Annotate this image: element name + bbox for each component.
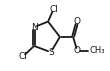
Text: CH₃: CH₃: [89, 46, 105, 55]
Text: O: O: [74, 46, 81, 55]
Text: N: N: [31, 23, 38, 32]
Text: O: O: [74, 17, 81, 26]
Text: Cl: Cl: [49, 5, 58, 14]
Text: S: S: [48, 48, 54, 57]
Text: Cl: Cl: [19, 52, 27, 61]
